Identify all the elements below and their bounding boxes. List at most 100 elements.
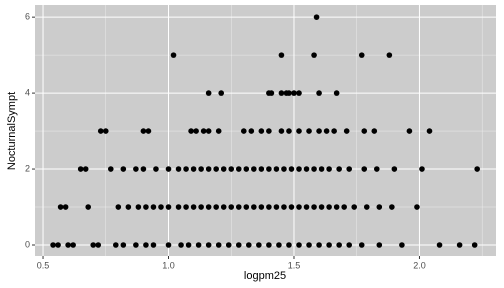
- point: [363, 204, 370, 210]
- point: [296, 204, 302, 210]
- point: [266, 128, 272, 134]
- point: [57, 204, 64, 210]
- point: [120, 166, 127, 172]
- point: [406, 128, 413, 134]
- point: [361, 128, 368, 134]
- point: [165, 204, 172, 210]
- point: [316, 128, 322, 134]
- point: [95, 242, 102, 248]
- point: [228, 204, 235, 210]
- point: [190, 166, 197, 172]
- x-tick-label: 1.0: [162, 260, 175, 270]
- point: [150, 242, 157, 248]
- point: [50, 242, 56, 248]
- point: [220, 204, 227, 210]
- point: [276, 242, 282, 248]
- point: [165, 242, 172, 248]
- point: [240, 128, 247, 134]
- point: [288, 204, 295, 210]
- point: [426, 128, 433, 134]
- point: [195, 242, 202, 248]
- point: [278, 90, 285, 96]
- x-axis-title: logpm25: [244, 270, 286, 282]
- point: [140, 166, 147, 172]
- point: [218, 90, 225, 96]
- point: [281, 204, 287, 210]
- point: [183, 204, 189, 210]
- point: [323, 128, 330, 134]
- point: [306, 128, 312, 134]
- point: [205, 90, 212, 96]
- point: [474, 166, 480, 172]
- point: [251, 204, 257, 210]
- point: [351, 204, 358, 210]
- point: [200, 128, 207, 134]
- point: [235, 204, 242, 210]
- point: [333, 204, 340, 210]
- point: [346, 166, 352, 172]
- point: [82, 166, 89, 172]
- point: [318, 166, 325, 172]
- point: [303, 204, 310, 210]
- point: [278, 52, 285, 58]
- point: [251, 166, 257, 172]
- point: [336, 242, 342, 248]
- point: [135, 204, 142, 210]
- point: [215, 242, 222, 248]
- point: [150, 204, 157, 210]
- point: [376, 204, 383, 210]
- point: [77, 166, 84, 172]
- point: [243, 204, 250, 210]
- x-tick-label: 0.5: [37, 260, 50, 270]
- y-tick-label: 2: [25, 163, 30, 173]
- point: [165, 166, 172, 172]
- point: [456, 242, 463, 248]
- point: [140, 128, 147, 134]
- point: [331, 128, 337, 134]
- point: [183, 166, 189, 172]
- point: [419, 166, 425, 172]
- point: [170, 52, 177, 58]
- y-tick-label: 4: [25, 87, 30, 97]
- point: [296, 128, 302, 134]
- point: [313, 14, 320, 20]
- point: [125, 204, 132, 210]
- point: [193, 128, 199, 134]
- point: [70, 242, 76, 248]
- point: [178, 242, 184, 248]
- point: [389, 204, 395, 210]
- point: [436, 242, 443, 248]
- point: [288, 166, 295, 172]
- point: [311, 166, 317, 172]
- point: [358, 242, 365, 248]
- y-axis-title: NocturnalSympt: [6, 92, 18, 170]
- point: [258, 166, 265, 172]
- point: [235, 166, 242, 172]
- point: [316, 242, 322, 248]
- point: [361, 166, 368, 172]
- point: [120, 242, 127, 248]
- point: [235, 242, 242, 248]
- point: [205, 242, 212, 248]
- point: [376, 242, 383, 248]
- point: [346, 242, 352, 248]
- point: [286, 242, 292, 248]
- point: [311, 204, 317, 210]
- point: [286, 90, 292, 96]
- point: [371, 128, 378, 134]
- point: [97, 128, 104, 134]
- point: [358, 52, 365, 58]
- point: [65, 242, 71, 248]
- point: [336, 166, 342, 172]
- point: [175, 166, 182, 172]
- point: [205, 128, 212, 134]
- point: [266, 204, 272, 210]
- point: [133, 242, 139, 248]
- point: [143, 242, 149, 248]
- point: [190, 204, 197, 210]
- point: [266, 242, 272, 248]
- point: [228, 166, 235, 172]
- point: [143, 204, 149, 210]
- point: [215, 128, 222, 134]
